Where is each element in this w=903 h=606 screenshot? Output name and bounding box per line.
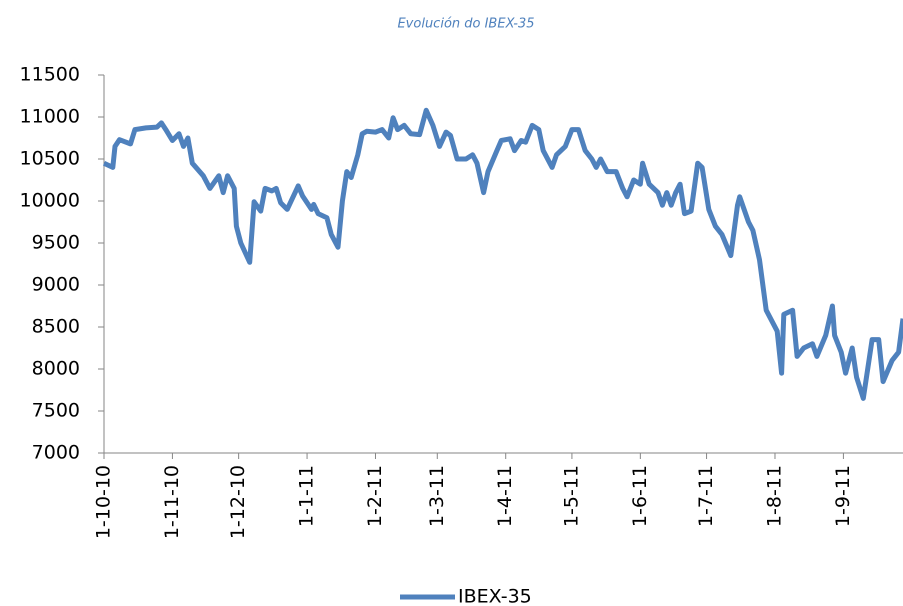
x-tick-label: 1-4-11 [494, 465, 516, 527]
y-tick-label: 11000 [20, 106, 80, 128]
x-tick-label: 1-3-11 [426, 465, 448, 527]
x-tick-label: 1-2-11 [364, 465, 386, 527]
x-tick-label: 1-9-11 [832, 465, 854, 527]
x-tick-label: 1-5-11 [560, 465, 582, 527]
y-tick-label: 10500 [20, 148, 80, 170]
legend-label: IBEX-35 [458, 586, 532, 606]
x-tick-label: 1-8-11 [763, 465, 785, 527]
x-tick-label: 1-7-11 [695, 465, 717, 527]
y-tick-label: 9500 [32, 232, 80, 254]
y-tick-label: 11500 [20, 64, 80, 86]
chart-title: Evolución do IBEX-35 [397, 17, 534, 32]
data-line [102, 107, 903, 401]
x-tick-label: 1-11-10 [161, 465, 183, 539]
x-tick-label: 1-6-11 [629, 465, 651, 527]
x-tick-label: 1-12-10 [227, 465, 249, 539]
y-tick-label: 8500 [32, 316, 80, 338]
y-tick-label: 9000 [32, 274, 80, 296]
x-tick-label: 1-1-11 [296, 465, 318, 527]
y-tick-label: 7000 [32, 442, 80, 464]
y-tick-label: 7500 [32, 400, 80, 422]
y-tick-label: 10000 [20, 190, 80, 212]
y-tick-label: 8000 [32, 358, 80, 380]
x-tick-label: 1-10-10 [93, 465, 115, 539]
